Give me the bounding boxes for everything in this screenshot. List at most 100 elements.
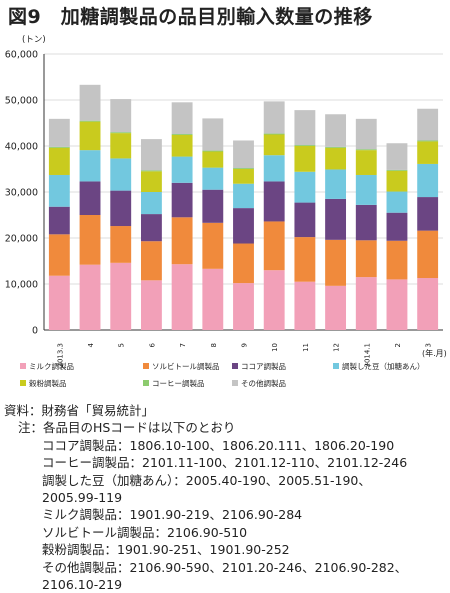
- bar-segment: [386, 240, 408, 280]
- bar-segment: [140, 139, 162, 171]
- x-tick-label: 9: [241, 343, 249, 347]
- bar-segment: [48, 147, 70, 175]
- bar-segment: [386, 169, 408, 171]
- bar-segment: [386, 170, 408, 192]
- hs-code-line: 穀粉調製品：1901.90-251、1901.90-252: [42, 542, 290, 558]
- bar-segment: [79, 181, 101, 215]
- source-note: 資料：財務省「貿易統計」: [4, 403, 155, 418]
- hs-code-line: 2106.10-219: [42, 577, 123, 593]
- bar-segment: [79, 215, 101, 265]
- legend-label: ココア調製品: [241, 361, 286, 371]
- bar-segment: [171, 217, 193, 265]
- legend-label: 穀粉調製品: [29, 378, 67, 388]
- bar-segment: [202, 150, 224, 152]
- bar-segment: [140, 192, 162, 215]
- legend-swatch: [333, 363, 339, 369]
- note-heading: 注：各品目のHSコードは以下のとおり: [18, 420, 236, 436]
- bar-segment: [263, 270, 285, 330]
- bar-segment: [294, 281, 316, 330]
- bar-segment: [110, 158, 132, 191]
- bar-segment: [325, 147, 347, 170]
- x-tick-label: 2: [394, 343, 402, 347]
- bar-segment: [417, 108, 439, 141]
- legend-swatch: [232, 380, 238, 386]
- bar-segment: [386, 212, 408, 241]
- bar-segment: [325, 114, 347, 147]
- bar-segment: [48, 118, 70, 147]
- hs-code-line: ソルビトール調製品：2106.90-510: [42, 524, 248, 540]
- bar-segment: [171, 134, 193, 135]
- bar-segment: [355, 118, 377, 150]
- bar-segment: [110, 99, 132, 133]
- bar-segment: [202, 268, 224, 330]
- bar-segment: [48, 234, 70, 276]
- bar-segment: [202, 118, 224, 151]
- bar-segment: [171, 102, 193, 135]
- bar-segment: [263, 221, 285, 271]
- x-tick-label: 2013.3: [56, 343, 64, 368]
- hs-code-line: ココア調製品：1806.10-100、1806.20.111、1806.20-1…: [42, 437, 395, 453]
- bar-segment: [48, 206, 70, 235]
- bar-segment: [171, 156, 193, 183]
- bar-segment: [417, 197, 439, 231]
- hs-code-line: 2005.99-119: [42, 490, 123, 506]
- bar-segment: [140, 241, 162, 281]
- hs-code-line: その他調製品：2106.90-590、2101.20-246、2106.90-2…: [42, 559, 408, 575]
- bar-segment: [79, 150, 101, 182]
- bar-segment: [355, 204, 377, 241]
- bar-segment: [233, 283, 254, 330]
- bar-segment: [171, 134, 193, 157]
- hs-code-line: ミルク調製品：1901.90-219、2106.90-284: [42, 507, 303, 523]
- bar-segment: [233, 168, 254, 169]
- bar-segment: [325, 198, 347, 240]
- bar-segment: [202, 189, 224, 223]
- legend-label: ソルビトール調製品: [152, 361, 220, 371]
- legend-label: 調製した豆（加糖あん）: [342, 361, 425, 371]
- x-tick-label: 8: [210, 343, 218, 347]
- bar-segment: [202, 222, 224, 269]
- bar-segment: [110, 132, 132, 134]
- bar-segment: [202, 151, 224, 168]
- hs-code-line: コーヒー調製品：2101.11-100、2101.12-110、2101.12-…: [42, 455, 408, 471]
- legend-swatch: [232, 363, 238, 369]
- y-tick-label: 40,000: [5, 142, 38, 153]
- bar-segment: [263, 181, 285, 222]
- y-tick-label: 50,000: [5, 96, 38, 107]
- bar-segment: [79, 84, 101, 121]
- legend-swatch: [143, 380, 149, 386]
- bar-segment: [263, 155, 285, 182]
- bar-segment: [386, 191, 408, 213]
- bar-segment: [325, 146, 347, 148]
- bar-segment: [110, 226, 132, 263]
- bar-segment: [263, 134, 285, 156]
- bar-segment: [355, 149, 377, 151]
- bar-segment: [294, 110, 316, 146]
- bar-segment: [355, 150, 377, 175]
- stacked-bar-chart: (トン) 0 10,000 20,000 30,000 40,000 50,000 60,00…: [5, 35, 447, 388]
- bar-segment: [294, 202, 316, 238]
- bar-segment: [294, 146, 316, 172]
- bar-segment: [355, 240, 377, 278]
- bar-segment: [140, 171, 162, 192]
- bar-segment: [325, 169, 347, 199]
- x-tick-label: 3: [425, 343, 433, 347]
- bar-segment: [263, 101, 285, 134]
- y-tick-label: 20,000: [5, 234, 38, 245]
- bar-segment: [140, 170, 162, 172]
- bar-segment: [355, 277, 377, 330]
- y-tick-label: 0: [32, 326, 38, 337]
- bar-segment: [140, 214, 162, 242]
- x-tick-label: 10: [271, 343, 279, 352]
- bar-segment: [233, 183, 254, 209]
- bar-segment: [171, 182, 193, 218]
- bar-segment: [386, 279, 408, 330]
- bar-segment: [233, 208, 254, 244]
- bar-segment: [79, 120, 101, 122]
- bar-segment: [79, 121, 101, 151]
- y-tick-label: 30,000: [5, 188, 38, 199]
- bar-segment: [417, 278, 439, 330]
- y-tick-label: 10,000: [5, 280, 38, 291]
- bar-segment: [263, 133, 285, 135]
- figure-title: 図9 加糖調製品の品目別輸入数量の推移: [8, 6, 373, 28]
- notes-block: 資料：財務省「貿易統計」 注：各品目のHSコードは以下のとおり ココア調製品：1…: [4, 402, 448, 593]
